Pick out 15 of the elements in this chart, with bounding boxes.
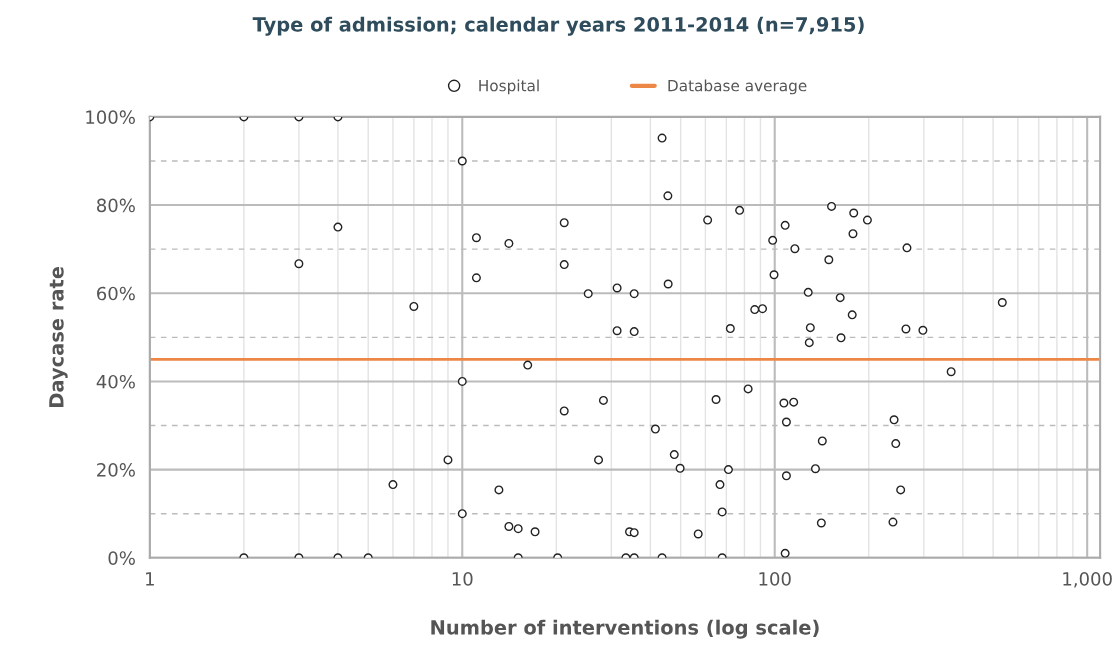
legend-label: Database average <box>668 79 807 95</box>
x-tick-label: 1,000 <box>1063 571 1112 588</box>
y-axis-title: Daycase rate <box>49 266 68 407</box>
y-tick-label: 20% <box>97 463 135 477</box>
y-tick-label: 0% <box>108 551 135 565</box>
x-axis-title: Number of interventions (log scale) <box>431 619 819 639</box>
x-tick-label: 1 <box>146 572 154 586</box>
y-tick-label: 60% <box>97 286 135 301</box>
y-tick-label: 80% <box>97 198 135 213</box>
x-tick-label: 100 <box>759 571 791 586</box>
y-tick-label: 100% <box>86 110 135 125</box>
chart-title: Type of admission; calendar years 2011-2014 (n=7,915) <box>252 16 864 36</box>
x-tick-label: 10 <box>452 571 473 586</box>
legend-label: Hospital <box>479 79 539 95</box>
y-tick-label: 40% <box>96 374 135 389</box>
